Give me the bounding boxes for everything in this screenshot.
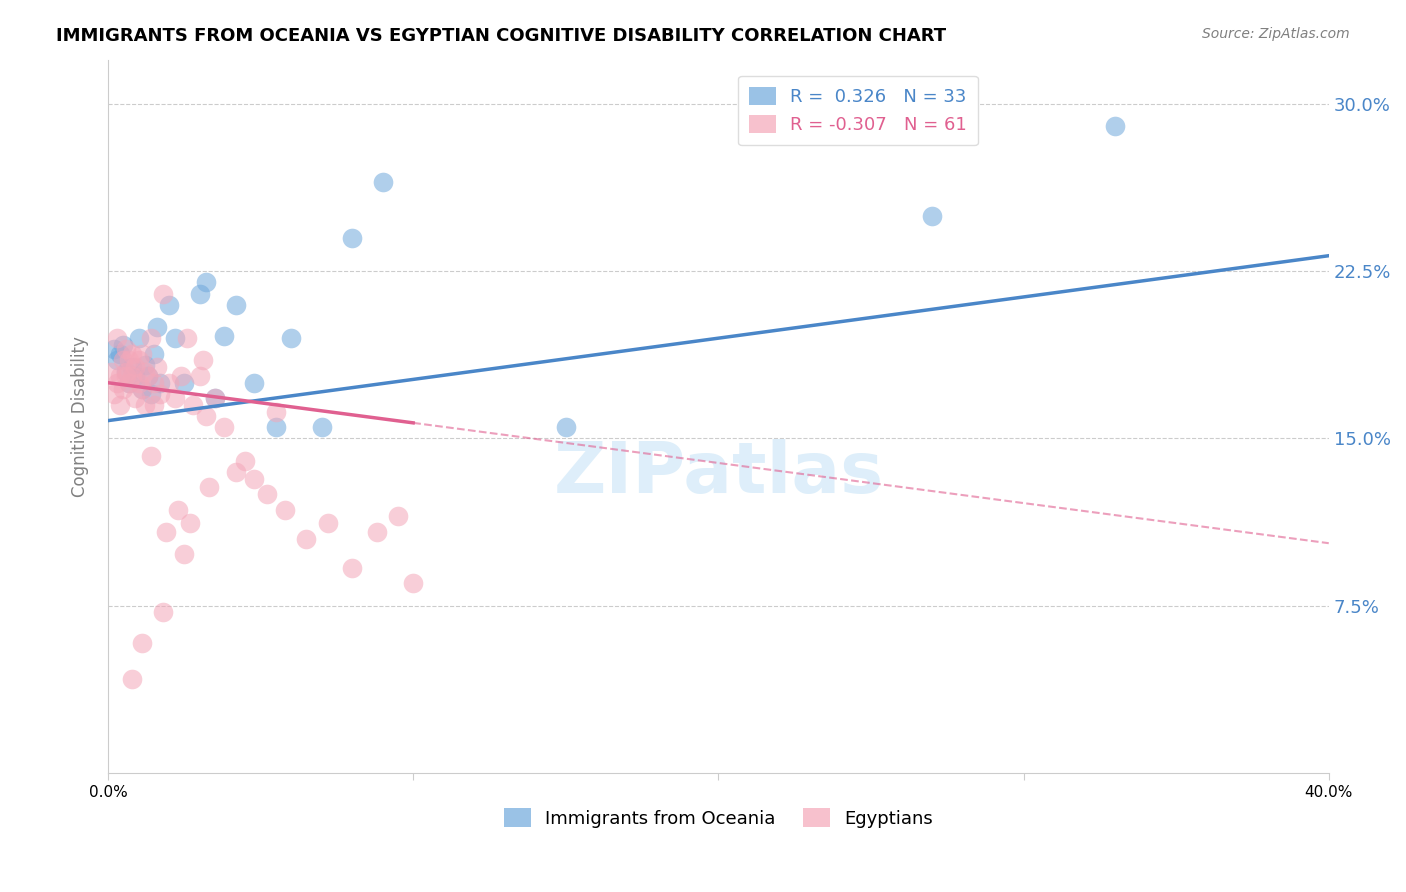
Point xyxy=(105,353,128,368)
Point xyxy=(225,465,247,479)
Point xyxy=(157,298,180,312)
Point xyxy=(105,331,128,345)
Point xyxy=(121,360,143,375)
Point xyxy=(139,331,162,345)
Point xyxy=(142,376,165,390)
Point xyxy=(554,420,576,434)
Point xyxy=(134,365,156,379)
Point xyxy=(194,276,217,290)
Point xyxy=(108,347,131,361)
Point xyxy=(134,398,156,412)
Point xyxy=(212,420,235,434)
Point xyxy=(316,516,339,530)
Point xyxy=(112,338,135,352)
Point xyxy=(256,487,278,501)
Point xyxy=(128,353,150,368)
Point xyxy=(264,420,287,434)
Point xyxy=(225,298,247,312)
Point xyxy=(366,524,388,539)
Point xyxy=(112,383,135,397)
Point xyxy=(1104,120,1126,134)
Point xyxy=(142,398,165,412)
Point xyxy=(149,376,172,390)
Point xyxy=(155,524,177,539)
Point xyxy=(921,209,943,223)
Point xyxy=(146,320,169,334)
Point xyxy=(170,369,193,384)
Point xyxy=(274,502,297,516)
Point xyxy=(295,532,318,546)
Point xyxy=(157,376,180,390)
Text: Source: ZipAtlas.com: Source: ZipAtlas.com xyxy=(1202,27,1350,41)
Point xyxy=(340,560,363,574)
Point xyxy=(204,392,226,406)
Point xyxy=(183,398,205,412)
Point xyxy=(188,369,211,384)
Point xyxy=(112,353,135,368)
Point xyxy=(243,376,266,390)
Point xyxy=(146,360,169,375)
Point xyxy=(118,376,141,390)
Point xyxy=(191,353,214,368)
Point xyxy=(387,509,409,524)
Point xyxy=(165,392,187,406)
Point xyxy=(402,576,425,591)
Point xyxy=(105,376,128,390)
Point xyxy=(233,454,256,468)
Point xyxy=(115,369,138,384)
Point xyxy=(311,420,333,434)
Point xyxy=(194,409,217,424)
Point xyxy=(131,347,153,361)
Point xyxy=(108,369,131,384)
Point xyxy=(134,358,156,372)
Point xyxy=(121,672,143,686)
Point xyxy=(131,383,153,397)
Point xyxy=(173,376,195,390)
Point xyxy=(167,502,190,516)
Point xyxy=(152,605,174,619)
Point xyxy=(115,365,138,379)
Point xyxy=(139,450,162,464)
Point xyxy=(128,376,150,390)
Point xyxy=(115,343,138,357)
Point xyxy=(176,331,198,345)
Point xyxy=(131,383,153,397)
Point xyxy=(103,343,125,357)
Point xyxy=(131,636,153,650)
Y-axis label: Cognitive Disability: Cognitive Disability xyxy=(72,335,89,497)
Point xyxy=(108,398,131,412)
Point xyxy=(340,231,363,245)
Point xyxy=(371,175,394,189)
Point xyxy=(142,347,165,361)
Text: ZIPatlas: ZIPatlas xyxy=(554,439,883,508)
Point xyxy=(115,365,138,379)
Point xyxy=(128,331,150,345)
Point xyxy=(280,331,302,345)
Point xyxy=(197,481,219,495)
Point xyxy=(136,369,159,384)
Point xyxy=(212,329,235,343)
Point xyxy=(204,392,226,406)
Point xyxy=(139,387,162,401)
Point xyxy=(165,331,187,345)
Point xyxy=(152,286,174,301)
Point xyxy=(124,360,146,375)
Point xyxy=(118,353,141,368)
Text: IMMIGRANTS FROM OCEANIA VS EGYPTIAN COGNITIVE DISABILITY CORRELATION CHART: IMMIGRANTS FROM OCEANIA VS EGYPTIAN COGN… xyxy=(56,27,946,45)
Point xyxy=(173,547,195,561)
Point xyxy=(100,365,122,379)
Legend: Immigrants from Oceania, Egyptians: Immigrants from Oceania, Egyptians xyxy=(496,801,941,835)
Point xyxy=(124,369,146,384)
Point xyxy=(121,369,143,384)
Point xyxy=(149,387,172,401)
Point xyxy=(264,405,287,419)
Point xyxy=(118,376,141,390)
Point xyxy=(103,387,125,401)
Point xyxy=(124,392,146,406)
Point xyxy=(188,286,211,301)
Point xyxy=(243,472,266,486)
Point xyxy=(136,369,159,384)
Point xyxy=(121,347,143,361)
Point xyxy=(179,516,201,530)
